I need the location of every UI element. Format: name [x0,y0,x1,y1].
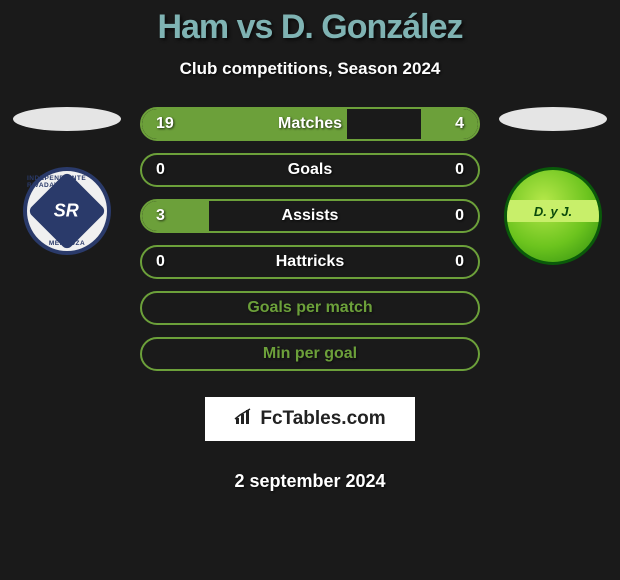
stat-row-goals-per-match: Goals per match [140,291,480,325]
stat-row-min-per-goal: Min per goal [140,337,480,371]
stats-column: 19 Matches 4 0 Goals 0 3 Assists 0 [140,107,480,492]
page-title: Ham vs D. González [157,8,462,47]
left-team-crest: INDEPENDIENTE RIVADAVIA SR MENDOZA [23,167,111,255]
stat-row-matches: 19 Matches 4 [140,107,480,141]
stat-left-value: 19 [156,115,174,133]
stat-label: Matches [278,115,342,133]
watermark-text: FcTables.com [260,408,385,430]
stat-left-value: 0 [156,161,165,179]
crest-ring-text-bottom: MENDOZA [49,240,85,247]
stat-row-assists: 3 Assists 0 [140,199,480,233]
stat-left-value: 0 [156,253,165,271]
right-player-col: D. y J. [498,107,608,265]
stat-row-hattricks: 0 Hattricks 0 [140,245,480,279]
stat-fill-right [421,109,478,139]
stat-row-goals: 0 Goals 0 [140,153,480,187]
right-player-silhouette [499,107,607,131]
stat-left-value: 3 [156,207,165,225]
stat-right-value: 4 [455,115,464,133]
stat-right-value: 0 [455,207,464,225]
subtitle: Club competitions, Season 2024 [180,59,441,79]
left-player-col: INDEPENDIENTE RIVADAVIA SR MENDOZA [12,107,122,255]
crest-band: D. y J. [507,200,599,222]
stat-label: Goals [288,161,332,179]
stat-label: Assists [282,207,339,225]
stat-right-value: 0 [455,253,464,271]
stat-label: Min per goal [263,345,357,363]
crest-text: D. y J. [534,204,572,219]
chart-icon [234,408,254,431]
stat-right-value: 0 [455,161,464,179]
stat-fill-left [142,201,209,231]
watermark[interactable]: FcTables.com [205,397,415,441]
main-row: INDEPENDIENTE RIVADAVIA SR MENDOZA 19 Ma… [0,107,620,492]
date-text: 2 september 2024 [234,471,385,492]
right-team-crest: D. y J. [504,167,602,265]
left-player-silhouette [13,107,121,131]
stat-label: Goals per match [247,299,372,317]
crest-monogram: SR [54,200,79,221]
stat-label: Hattricks [276,253,344,271]
comparison-card: Ham vs D. González Club competitions, Se… [0,0,620,580]
